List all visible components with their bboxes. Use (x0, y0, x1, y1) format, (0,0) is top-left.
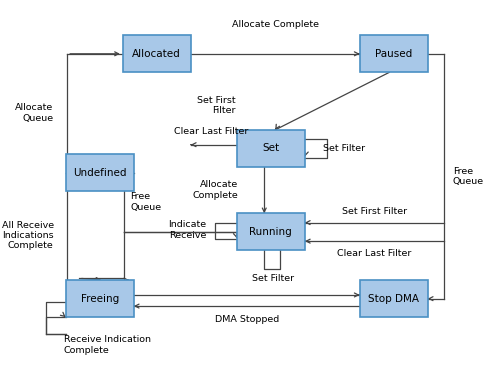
Text: Receive Indication
Complete: Receive Indication Complete (63, 335, 150, 355)
Text: Free
Queue: Free Queue (453, 167, 484, 186)
Text: Running: Running (249, 227, 292, 237)
Text: Clear Last Filter: Clear Last Filter (174, 127, 249, 136)
FancyBboxPatch shape (237, 213, 305, 250)
Text: DMA Stopped: DMA Stopped (215, 315, 279, 324)
Text: Paused: Paused (375, 49, 412, 59)
FancyBboxPatch shape (66, 280, 134, 317)
FancyBboxPatch shape (123, 35, 191, 72)
Text: Clear Last Filter: Clear Last Filter (337, 249, 412, 258)
Text: Set First Filter: Set First Filter (342, 207, 407, 216)
Text: Indicate
Receive: Indicate Receive (168, 220, 206, 240)
FancyBboxPatch shape (66, 154, 134, 191)
Text: Undefined: Undefined (73, 168, 126, 177)
Text: Allocated: Allocated (132, 49, 181, 59)
Text: Stop DMA: Stop DMA (368, 294, 419, 303)
Text: Set First
Filter: Set First Filter (197, 96, 236, 115)
FancyBboxPatch shape (360, 280, 427, 317)
Text: Set Filter: Set Filter (323, 144, 366, 153)
Text: Set: Set (262, 144, 280, 153)
Text: All Receive
Indications
Complete: All Receive Indications Complete (1, 221, 54, 250)
Text: Set Filter: Set Filter (252, 274, 294, 283)
Text: Allocate Complete: Allocate Complete (232, 20, 319, 29)
Text: Freeing: Freeing (81, 294, 119, 303)
Text: Free
Queue: Free Queue (130, 193, 162, 212)
FancyBboxPatch shape (237, 130, 305, 167)
FancyBboxPatch shape (360, 35, 427, 72)
Text: Allocate
Complete: Allocate Complete (192, 180, 238, 200)
Text: Allocate
Queue: Allocate Queue (16, 104, 54, 123)
